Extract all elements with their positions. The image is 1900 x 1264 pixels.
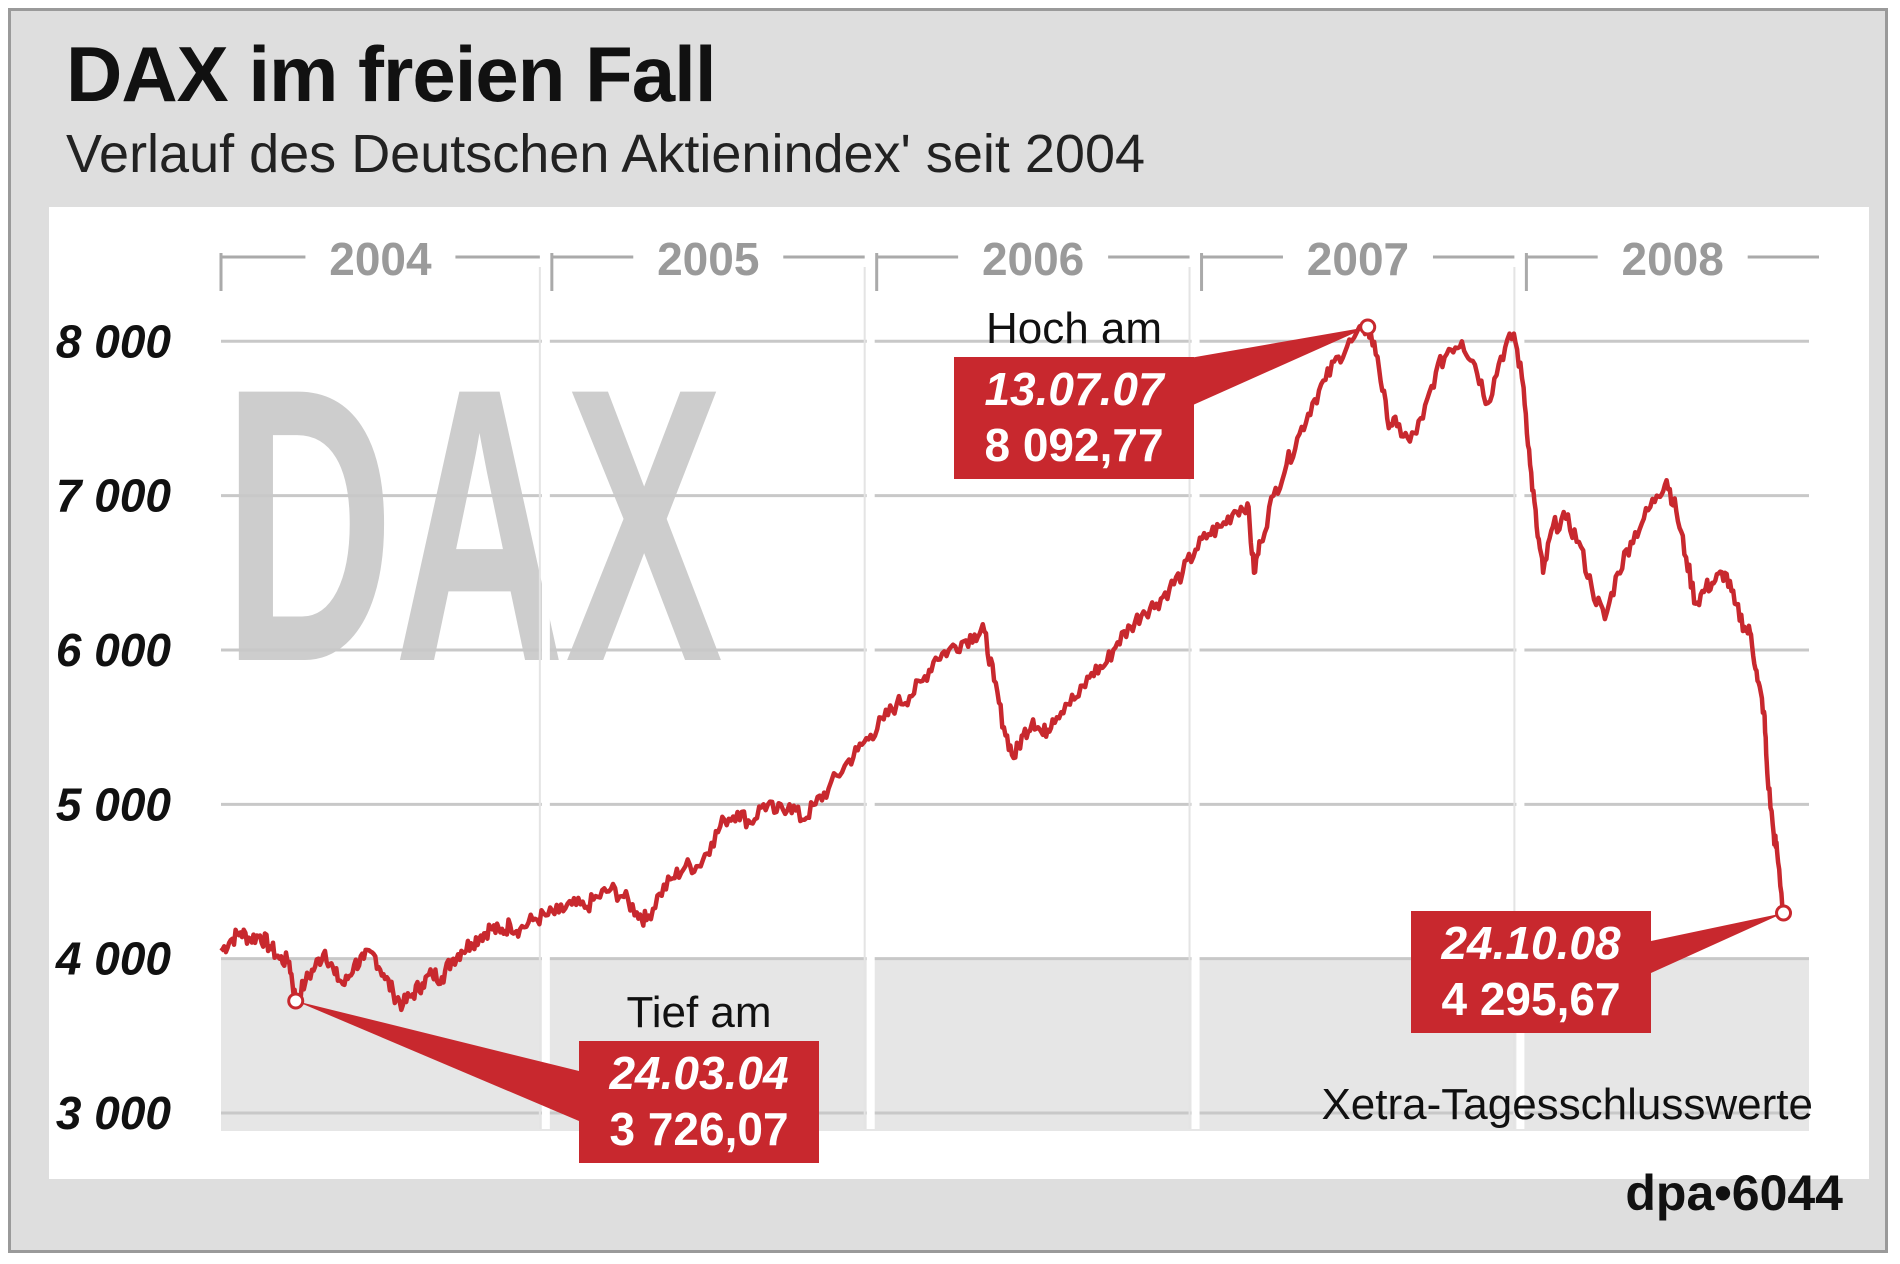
plot-panel: DAX 2004 2005 2006 2007 2008 3 000 4 000 5 000 6 … xyxy=(49,207,1869,1179)
annotation-pointer xyxy=(295,1000,579,1121)
source-note: Xetra-Tagesschlusswerte xyxy=(1321,1080,1813,1129)
year-label: 2004 xyxy=(329,233,432,285)
annotation-marker xyxy=(1775,904,1793,922)
annotation-pointer xyxy=(1651,913,1784,973)
annotation-date: 13.07.07 xyxy=(984,363,1165,415)
annotation-pointer xyxy=(1184,326,1368,409)
dax-watermark: DAX xyxy=(223,307,724,743)
annotation-marker xyxy=(287,992,305,1010)
annotation-value: 3 726,07 xyxy=(609,1103,788,1155)
y-tick-label: 8 000 xyxy=(56,315,172,367)
year-label: 2008 xyxy=(1622,233,1724,285)
infographic-frame: DAX im freien Fall Verlauf des Deutschen… xyxy=(8,8,1888,1253)
y-tick-label: 6 000 xyxy=(56,624,172,676)
annotation-date: 24.10.08 xyxy=(1440,917,1620,969)
chart-title: DAX im freien Fall xyxy=(66,30,716,118)
annotation-box xyxy=(1411,911,1651,1033)
dax-line-chart: DAX 2004 2005 2006 2007 2008 3 000 4 000 5 000 6 … xyxy=(55,233,1819,1163)
dax-series-line xyxy=(219,322,1786,1013)
annotation-box xyxy=(579,1041,819,1163)
y-tick-label: 5 000 xyxy=(56,778,172,830)
chart-subtitle: Verlauf des Deutschen Aktienindex' seit … xyxy=(66,124,1146,184)
annotation-date: 24.03.04 xyxy=(608,1047,788,1099)
annotation-value: 4 295,67 xyxy=(1441,973,1620,1025)
annotation-value: 8 092,77 xyxy=(984,419,1163,471)
y-tick-label: 7 000 xyxy=(56,470,172,522)
credit-label: dpa•6044 xyxy=(1625,1165,1843,1221)
y-tick-label: 4 000 xyxy=(55,933,172,985)
year-label: 2007 xyxy=(1307,233,1409,285)
annotation-box xyxy=(954,357,1194,479)
annotation-marker xyxy=(1359,318,1377,336)
year-label: 2006 xyxy=(982,233,1084,285)
annotation-label: Hoch am xyxy=(986,304,1162,353)
annotation-label: Tief am xyxy=(626,988,771,1037)
year-label: 2005 xyxy=(657,233,759,285)
y-tick-label: 3 000 xyxy=(56,1087,172,1139)
